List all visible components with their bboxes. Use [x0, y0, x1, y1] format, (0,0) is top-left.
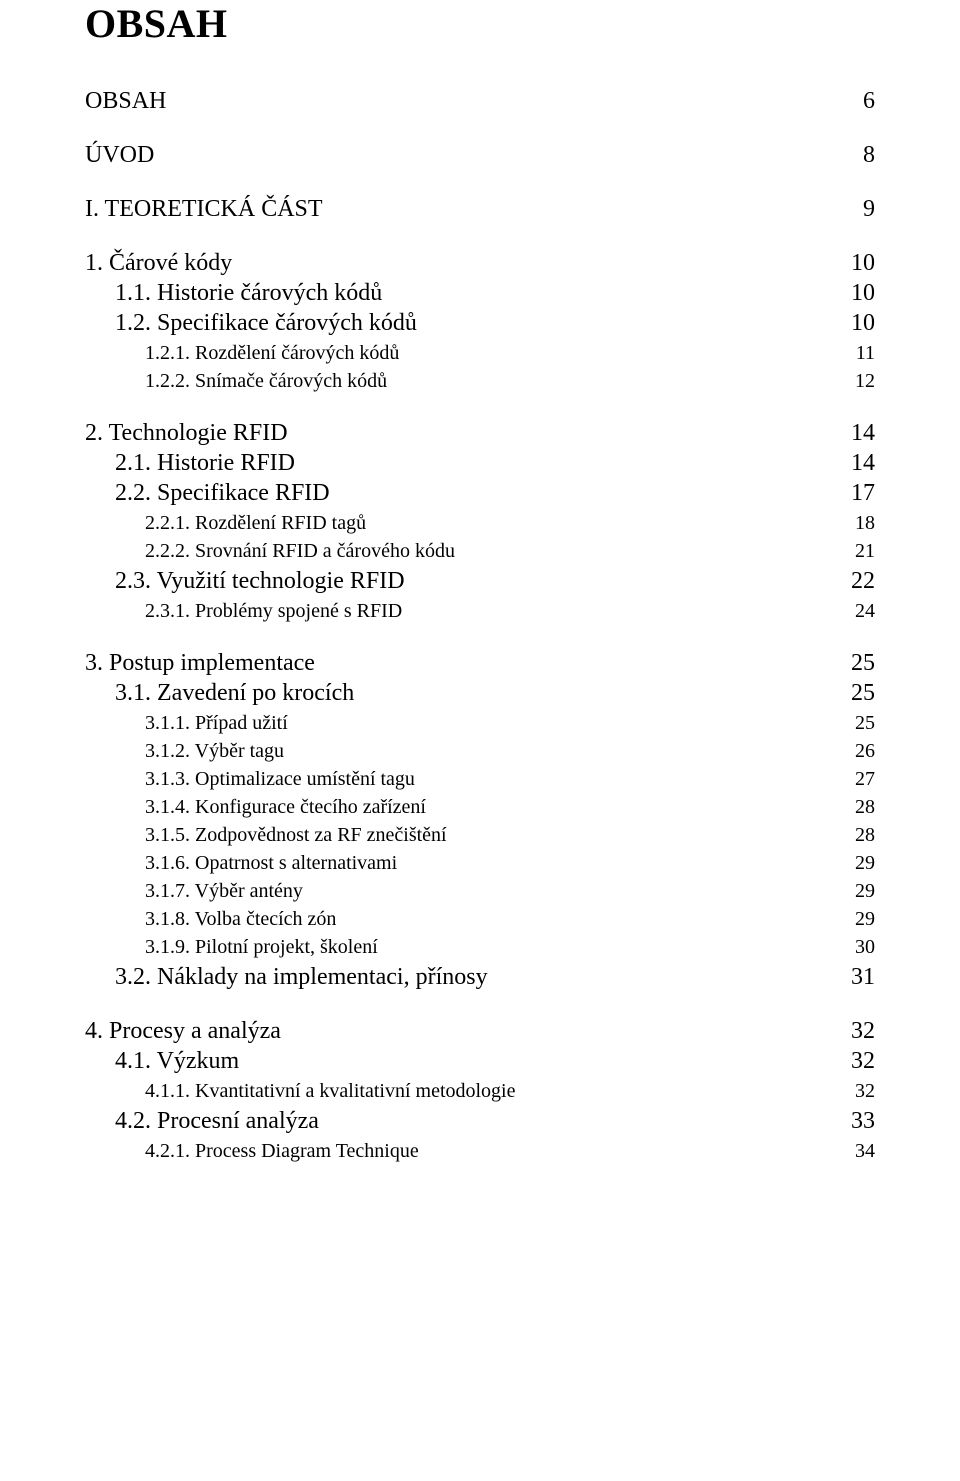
toc-entry-label: OBSAH	[85, 89, 166, 113]
toc-entry-page: 26	[855, 741, 875, 761]
toc-entry-label: 3.1.6. Opatrnost s alternativami	[145, 853, 397, 873]
toc-entry-page: 10	[851, 251, 875, 275]
toc-entry-label: 2.1. Historie RFID	[115, 451, 295, 475]
toc-entry-label: 4. Procesy a analýza	[85, 1019, 281, 1043]
toc-entry-label: 3.1.9. Pilotní projekt, školení	[145, 937, 378, 957]
toc-entry-label: 1.2.1. Rozdělení čárových kódů	[145, 343, 399, 363]
toc-entry-label: 4.2.1. Process Diagram Technique	[145, 1141, 419, 1161]
toc-entry: 3.1.3. Optimalizace umístění tagu 27	[85, 769, 875, 789]
toc-entry-page: 9	[863, 197, 875, 221]
toc-entry-label: 3. Postup implementace	[85, 651, 315, 675]
toc-entry: 2. Technologie RFID 14	[85, 421, 875, 445]
toc-entry-label: 4.2. Procesní analýza	[115, 1109, 319, 1133]
toc-entry-page: 30	[855, 937, 875, 957]
toc-entry: OBSAH 6	[85, 89, 875, 113]
toc-entry-label: 3.2. Náklady na implementaci, přínosy	[115, 965, 488, 989]
toc-entry: 2.1. Historie RFID 14	[85, 451, 875, 475]
toc-entry-page: 18	[855, 513, 875, 533]
toc-entry: 1.2. Specifikace čárových kódů 10	[85, 311, 875, 335]
toc-entry-page: 11	[856, 343, 875, 363]
toc-entry-page: 29	[855, 909, 875, 929]
toc-entry-page: 32	[851, 1049, 875, 1073]
toc-entry-page: 32	[851, 1019, 875, 1043]
toc-entry-label: 1.2.2. Snímače čárových kódů	[145, 371, 387, 391]
toc-entry: 3.1.5. Zodpovědnost za RF znečištění 28	[85, 825, 875, 845]
toc-entry-label: 2.2.2. Srovnání RFID a čárového kódu	[145, 541, 455, 561]
toc-entry-page: 14	[851, 421, 875, 445]
toc-entry-label: 3.1.4. Konfigurace čtecího zařízení	[145, 797, 426, 817]
toc-entry-page: 28	[855, 797, 875, 817]
toc-entry: 3.1.4. Konfigurace čtecího zařízení 28	[85, 797, 875, 817]
toc-entry: 1.2.1. Rozdělení čárových kódů 11	[85, 343, 875, 363]
toc-entry-label: 1.2. Specifikace čárových kódů	[115, 311, 417, 335]
toc-entry-label: 3.1.1. Případ užití	[145, 713, 288, 733]
toc-entry-label: 3.1.5. Zodpovědnost za RF znečištění	[145, 825, 447, 845]
toc-entry: 2.2. Specifikace RFID 17	[85, 481, 875, 505]
toc-entry-label: I. TEORETICKÁ ČÁST	[85, 197, 323, 221]
toc-entry-label: 3.1. Zavedení po krocích	[115, 681, 354, 705]
toc-entry: 2.2.2. Srovnání RFID a čárového kódu 21	[85, 541, 875, 561]
toc-entry: 2.3.1. Problémy spojené s RFID 24	[85, 601, 875, 621]
toc-entry: 2.3. Využití technologie RFID 22	[85, 569, 875, 593]
table-of-contents: OBSAH 6 ÚVOD 8 I. TEORETICKÁ ČÁST 9 1. Čárové …	[85, 89, 875, 1161]
toc-entry-label: ÚVOD	[85, 143, 154, 167]
toc-entry-label: 3.1.8. Volba čtecích zón	[145, 909, 336, 929]
toc-entry-page: 33	[851, 1109, 875, 1133]
toc-entry-label: 2. Technologie RFID	[85, 421, 288, 445]
toc-entry-page: 32	[855, 1081, 875, 1101]
toc-entry-label: 2.2. Specifikace RFID	[115, 481, 330, 505]
toc-entry: 3.1.9. Pilotní projekt, školení 30	[85, 937, 875, 957]
toc-entry: 3.1.2. Výběr tagu 26	[85, 741, 875, 761]
toc-entry-page: 25	[851, 681, 875, 705]
toc-entry: 3. Postup implementace 25	[85, 651, 875, 675]
toc-entry-page: 12	[855, 371, 875, 391]
toc-entry-page: 10	[851, 281, 875, 305]
toc-entry-page: 29	[855, 881, 875, 901]
toc-entry-page: 28	[855, 825, 875, 845]
toc-entry-label: 3.1.3. Optimalizace umístění tagu	[145, 769, 415, 789]
toc-entry-label: 2.3. Využití technologie RFID	[115, 569, 405, 593]
toc-entry: 4.2.1. Process Diagram Technique 34	[85, 1141, 875, 1161]
toc-entry-label: 3.1.7. Výběr antény	[145, 881, 303, 901]
toc-entry-label: 2.3.1. Problémy spojené s RFID	[145, 601, 402, 621]
document-page: OBSAH OBSAH 6 ÚVOD 8 I. TEORETICKÁ ČÁST 9 1. Č…	[0, 0, 960, 1481]
toc-entry: 3.1.6. Opatrnost s alternativami 29	[85, 853, 875, 873]
toc-entry-page: 6	[863, 89, 875, 113]
toc-entry: 4.1. Výzkum 32	[85, 1049, 875, 1073]
toc-entry: I. TEORETICKÁ ČÁST 9	[85, 197, 875, 221]
toc-entry-page: 22	[851, 569, 875, 593]
toc-entry-label: 1.1. Historie čárových kódů	[115, 281, 382, 305]
toc-entry-page: 25	[855, 713, 875, 733]
toc-entry-page: 27	[855, 769, 875, 789]
toc-entry-page: 24	[855, 601, 875, 621]
toc-entry: 3.1. Zavedení po krocích 25	[85, 681, 875, 705]
toc-entry: 2.2.1. Rozdělení RFID tagů 18	[85, 513, 875, 533]
toc-entry: ÚVOD 8	[85, 143, 875, 167]
toc-entry: 1.2.2. Snímače čárových kódů 12	[85, 371, 875, 391]
toc-entry: 3.2. Náklady na implementaci, přínosy 31	[85, 965, 875, 989]
toc-entry: 3.1.7. Výběr antény 29	[85, 881, 875, 901]
toc-entry-page: 14	[851, 451, 875, 475]
toc-entry: 4.1.1. Kvantitativní a kvalitativní meto…	[85, 1081, 875, 1101]
toc-entry: 3.1.1. Případ užití 25	[85, 713, 875, 733]
toc-entry-page: 29	[855, 853, 875, 873]
toc-entry-label: 4.1. Výzkum	[115, 1049, 239, 1073]
toc-entry-page: 34	[855, 1141, 875, 1161]
toc-entry-label: 1. Čárové kódy	[85, 251, 232, 275]
toc-entry-page: 25	[851, 651, 875, 675]
toc-entry-page: 17	[851, 481, 875, 505]
toc-entry-page: 10	[851, 311, 875, 335]
toc-entry: 1. Čárové kódy 10	[85, 251, 875, 275]
toc-entry-page: 8	[863, 143, 875, 167]
toc-entry: 4. Procesy a analýza 32	[85, 1019, 875, 1043]
toc-entry-label: 4.1.1. Kvantitativní a kvalitativní meto…	[145, 1081, 516, 1101]
toc-entry-label: 3.1.2. Výběr tagu	[145, 741, 284, 761]
toc-entry: 3.1.8. Volba čtecích zón 29	[85, 909, 875, 929]
toc-entry-page: 31	[851, 965, 875, 989]
toc-entry-label: 2.2.1. Rozdělení RFID tagů	[145, 513, 366, 533]
toc-entry-page: 21	[855, 541, 875, 561]
toc-entry: 1.1. Historie čárových kódů 10	[85, 281, 875, 305]
toc-entry: 4.2. Procesní analýza 33	[85, 1109, 875, 1133]
page-title: OBSAH	[85, 0, 875, 59]
